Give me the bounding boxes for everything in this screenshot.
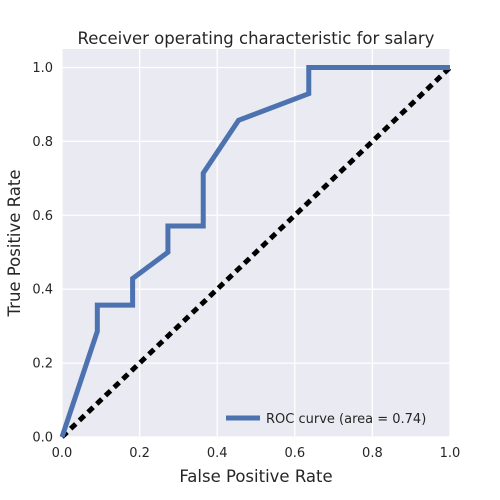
y-tick-label: 1.0 <box>32 61 53 76</box>
plot-background <box>62 49 450 437</box>
y-tick-label: 0.0 <box>32 431 53 446</box>
y-tick-label: 0.4 <box>32 283 53 298</box>
x-tick-label: 1.0 <box>440 446 461 461</box>
x-tick-label: 0.4 <box>207 446 228 461</box>
x-tick-label: 0.2 <box>129 446 150 461</box>
x-tick-label: 0.6 <box>284 446 305 461</box>
legend-label-roc-curve: ROC curve (area = 0.74) <box>266 412 426 427</box>
x-tick-label: 0.0 <box>52 446 73 461</box>
y-tick-label: 0.6 <box>32 209 53 224</box>
chart-title: Receiver operating characteristic for sa… <box>78 29 435 48</box>
x-tick-label: 0.8 <box>362 446 383 461</box>
y-tick-label: 0.2 <box>32 357 53 372</box>
y-tick-label: 0.8 <box>32 135 53 150</box>
x-axis-label: False Positive Rate <box>179 467 332 486</box>
y-axis-label: True Positive Rate <box>5 170 24 318</box>
